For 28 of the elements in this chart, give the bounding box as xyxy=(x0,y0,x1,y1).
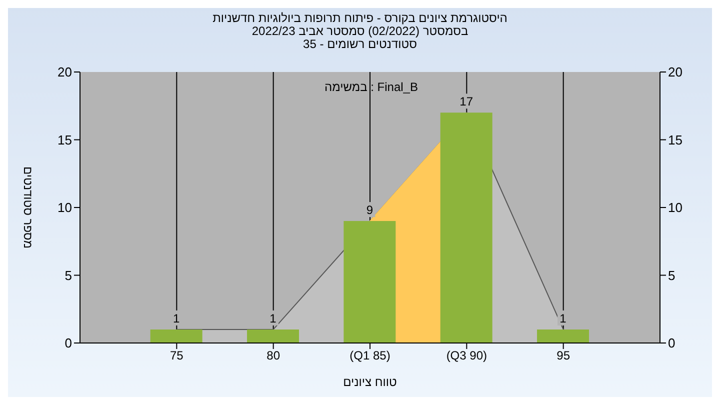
y2-tick-label: 10 xyxy=(668,200,682,216)
data-label: 1 xyxy=(560,311,567,326)
bar xyxy=(537,329,589,343)
x-tick-label: (Q3 90) xyxy=(446,348,488,363)
x-tick-label: 95 xyxy=(556,348,570,363)
x-tick-label: (Q1 85) xyxy=(350,348,390,363)
x-axis-title: טווח ציונים xyxy=(343,375,398,389)
data-label: 9 xyxy=(366,203,374,218)
x-tick-label: 80 xyxy=(266,348,280,363)
y-axis-title: מספר סטודנטים xyxy=(20,166,35,249)
y-tick-label: 5 xyxy=(64,268,72,283)
bar xyxy=(247,329,299,343)
y-tick-label: 15 xyxy=(58,132,72,148)
annotation: במשימה : Final_B xyxy=(324,80,418,94)
bar xyxy=(150,329,202,343)
y2-tick-label: 5 xyxy=(668,268,676,283)
y-tick-label: 10 xyxy=(58,200,72,216)
y2-tick-label: 20 xyxy=(668,64,682,80)
y2-tick-label: 0 xyxy=(668,336,676,351)
data-label: 17 xyxy=(460,94,474,109)
y-tick-label: 0 xyxy=(64,336,72,351)
y-tick-label: 20 xyxy=(58,64,72,80)
chart-title: היסטוגרמת ציונים בקורס - פיתוח תרופות ביולוגיות חדשניות xyxy=(212,11,508,25)
data-label: 1 xyxy=(270,311,277,326)
chart-subtitle: בסמסטר (02/2022) סמסטר אביב 2022/23 סטודנטים רשומים - 35 xyxy=(250,24,470,51)
data-label: 1 xyxy=(172,311,180,326)
x-tick-label: 75 xyxy=(170,348,184,363)
y2-tick-label: 15 xyxy=(668,132,682,148)
